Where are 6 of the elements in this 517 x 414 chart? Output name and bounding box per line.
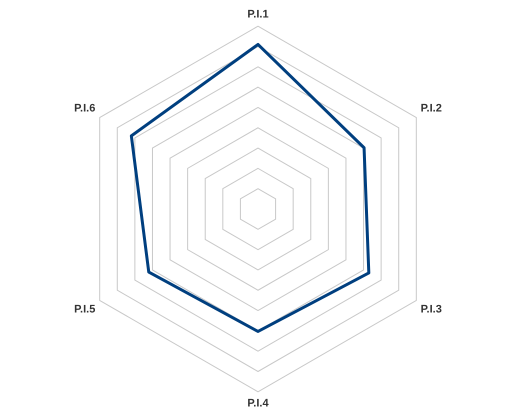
spoke-label: P.I.6 xyxy=(74,102,96,115)
spoke-label: P.I.3 xyxy=(420,304,442,316)
spoke-label: P.I.2 xyxy=(420,102,442,115)
spoke-label: P.I.1 xyxy=(247,8,269,21)
spoke-label: P.I.4 xyxy=(247,397,270,410)
spoke-label: P.I.5 xyxy=(74,304,96,316)
